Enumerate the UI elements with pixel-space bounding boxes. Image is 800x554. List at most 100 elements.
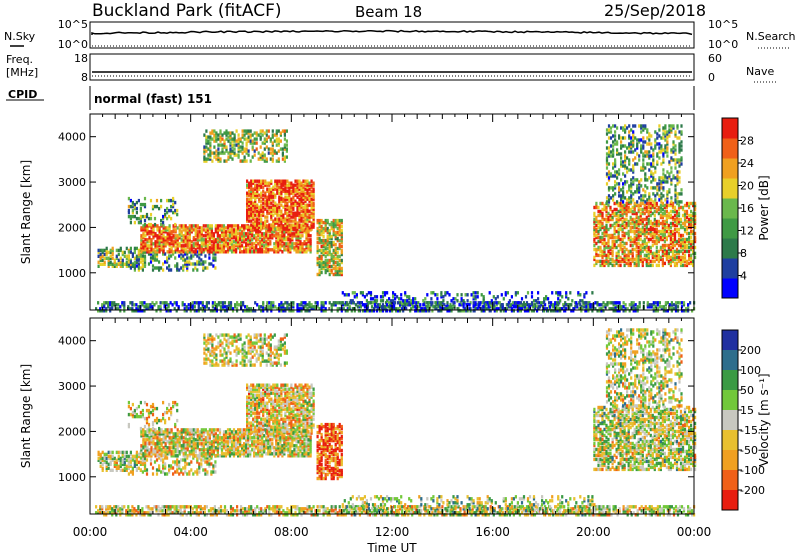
echo-cell: [251, 141, 254, 145]
echo-cell: [117, 260, 120, 264]
echo-cell: [111, 248, 114, 253]
echo-cell: [568, 305, 571, 309]
echo-cell: [678, 150, 681, 154]
echo-cell: [632, 158, 635, 162]
echo-cell: [490, 301, 493, 305]
echo-cell: [616, 305, 619, 309]
echo-cell: [270, 191, 273, 195]
echo-cell: [209, 141, 212, 145]
echo-cell: [655, 229, 658, 234]
echo-cell: [288, 307, 291, 311]
echo-cell: [111, 307, 114, 311]
echo-cell: [151, 258, 155, 262]
echo-cell: [610, 301, 613, 305]
echo-cell: [633, 205, 636, 210]
echo-cell: [192, 254, 195, 258]
echo-cell: [326, 258, 329, 263]
echo-cell: [286, 215, 289, 219]
echo-cell: [351, 301, 354, 305]
echo-cell: [607, 172, 611, 176]
echo-cell: [180, 246, 183, 250]
echo-cell: [646, 152, 649, 156]
echo-cell: [679, 225, 683, 230]
echo-cell: [679, 249, 683, 254]
echo-cell: [463, 309, 466, 313]
echo-cell: [105, 307, 108, 311]
echo-cell: [437, 305, 440, 309]
echo-cell: [260, 227, 263, 231]
echo-cell: [401, 301, 404, 305]
echo-cell: [198, 234, 201, 238]
echo-cell: [155, 258, 159, 262]
echo-cell: [192, 268, 195, 272]
echo-cell: [198, 244, 201, 248]
echo-cell: [692, 213, 695, 218]
echo-cell: [294, 225, 297, 229]
echo-cell: [194, 230, 197, 234]
echo-cell: [661, 235, 664, 240]
echo-cell: [277, 143, 280, 147]
echo-cell: [419, 309, 422, 313]
echo-cell: [272, 303, 275, 307]
echo-cell: [692, 231, 695, 236]
echo-cell: [233, 139, 236, 143]
echo-cell: [180, 252, 183, 256]
echo-cell: [639, 243, 642, 248]
echo-cell: [271, 157, 274, 161]
echo-cell: [151, 204, 155, 209]
echo-cell: [250, 215, 253, 219]
echo-cell: [251, 145, 254, 149]
echo-cell: [127, 264, 130, 268]
echo-cell: [599, 249, 602, 254]
echo-cell: [637, 223, 640, 228]
echo-cell: [645, 207, 648, 212]
echo-cell: [618, 188, 621, 192]
echo-cell: [144, 238, 147, 242]
echo-cell: [619, 225, 622, 230]
echo-cell: [347, 307, 350, 311]
echo-cell: [648, 134, 651, 138]
echo-cell: [174, 248, 177, 252]
echo-cell: [688, 213, 691, 218]
echo-cell: [263, 246, 266, 250]
echo-cell: [202, 262, 205, 266]
echo-cell: [593, 239, 596, 244]
echo-cell: [641, 217, 644, 222]
echo-cell: [139, 254, 142, 258]
echo-cell: [229, 305, 233, 309]
echo-cell: [243, 236, 246, 240]
echo-cell: [632, 132, 635, 136]
echo-cell: [266, 309, 269, 313]
echo-cell: [107, 301, 110, 305]
echo-cell: [629, 261, 632, 266]
echo-cell: [283, 230, 286, 234]
echo-cell: [434, 301, 437, 305]
echo-cell: [298, 199, 301, 203]
echo-cell: [143, 305, 146, 309]
echo-cell: [160, 218, 163, 223]
echo-cell: [643, 203, 646, 208]
echo-cell: [662, 178, 665, 182]
echo-cell: [499, 307, 502, 311]
echo-cell: [677, 249, 681, 254]
echo-cell: [336, 230, 339, 235]
echo-cell: [336, 246, 339, 251]
echo-cell: [186, 236, 189, 240]
echo-cell: [622, 190, 625, 194]
echo-cell: [673, 231, 677, 236]
echo-cell: [668, 160, 671, 164]
echo-cell: [685, 225, 689, 230]
echo-cell: [154, 234, 157, 238]
echo-cell: [645, 261, 648, 266]
echo-cell: [241, 129, 244, 133]
echo-cell: [249, 133, 252, 137]
echo-cell: [432, 305, 435, 309]
cpid-text: normal (fast) 151: [94, 92, 212, 106]
echo-cell: [302, 227, 305, 231]
echo-cell: [202, 240, 205, 244]
echo-cell: [338, 218, 341, 223]
echo-cell: [646, 154, 649, 158]
echo-cell: [676, 158, 679, 162]
echo-cell: [203, 305, 206, 309]
echo-cell: [289, 242, 292, 246]
